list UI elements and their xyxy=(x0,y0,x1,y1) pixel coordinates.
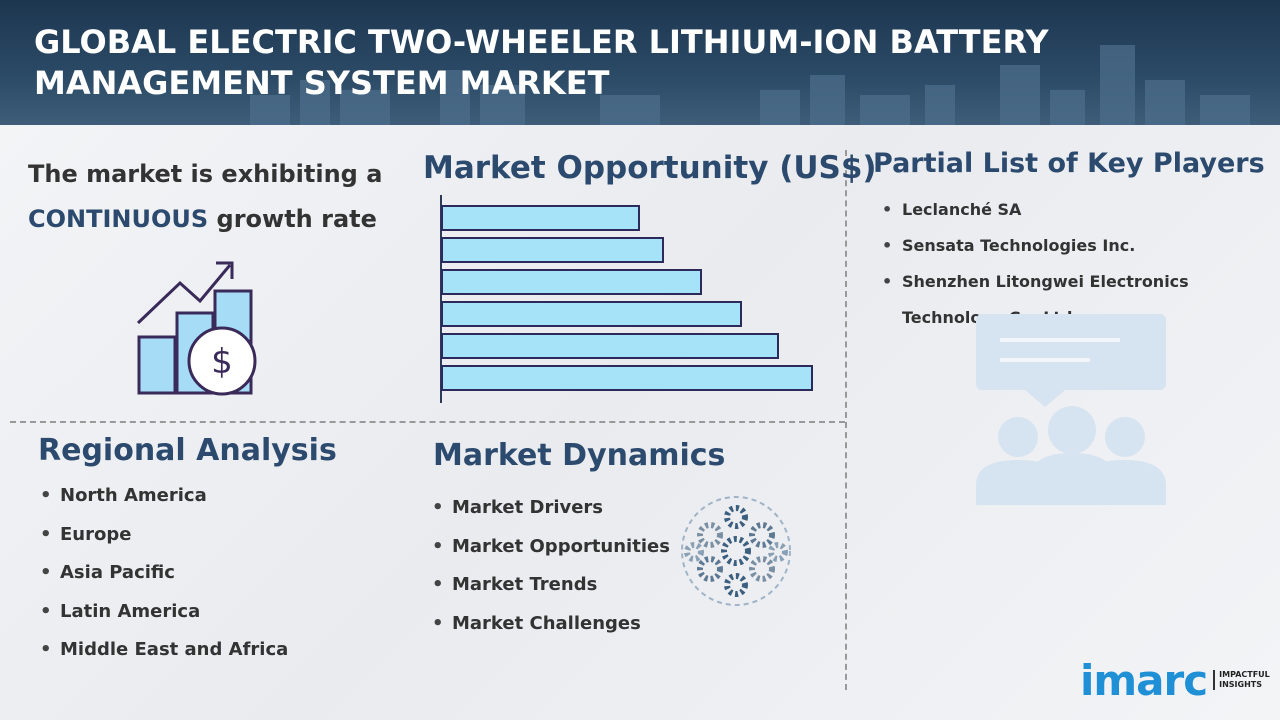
growth-line: growth rate xyxy=(216,205,377,233)
header: GLOBAL ELECTRIC TWO-WHEELER LITHIUM-ION … xyxy=(0,0,1280,125)
logo-brand: imarc xyxy=(1080,655,1208,705)
region: Asia Pacific xyxy=(38,554,288,593)
growth-highlight: CONTINUOUS xyxy=(28,205,209,233)
logo: imarc IMPACTFUL INSIGHTS xyxy=(1080,655,1270,705)
skyline xyxy=(250,45,1250,125)
players-title: Partial List of Key Players xyxy=(873,148,1265,179)
region: Middle East and Africa xyxy=(38,631,288,670)
logo-tag: IMPACTFUL xyxy=(1219,670,1270,679)
region: North America xyxy=(38,477,288,516)
player: Leclanché SA xyxy=(880,192,1210,228)
title: GLOBAL ELECTRIC TWO-WHEELER LITHIUM-ION … xyxy=(34,23,1049,102)
opportunity-bars xyxy=(440,195,813,403)
regional-list: North America Europe Asia Pacific Latin … xyxy=(38,477,288,670)
region: Europe xyxy=(38,516,288,555)
divider xyxy=(10,421,845,423)
growth-line: The market is exhibiting a xyxy=(28,160,383,188)
dynamics-list: Market Drivers Market Opportunities Mark… xyxy=(430,489,670,643)
growth-line: CONTINUOUS growth rate xyxy=(28,197,408,242)
opportunity-title: Market Opportunity (US$) xyxy=(423,150,877,186)
svg-text:$: $ xyxy=(211,342,233,382)
dynamic: Market Opportunities xyxy=(430,528,670,567)
gears-icon xyxy=(681,496,791,606)
logo-tagline: IMPACTFUL INSIGHTS xyxy=(1213,670,1270,690)
dynamic: Market Challenges xyxy=(430,605,670,644)
dynamics-title: Market Dynamics xyxy=(433,438,726,473)
players-icon xyxy=(976,314,1166,505)
region: Latin America xyxy=(38,593,288,632)
logo-tag: INSIGHTS xyxy=(1219,680,1263,689)
divider xyxy=(845,150,847,690)
regional-title: Regional Analysis xyxy=(38,433,337,468)
dynamic: Market Trends xyxy=(430,566,670,605)
growth-icon: $ xyxy=(136,261,257,396)
growth-text: The market is exhibiting a CONTINUOUS gr… xyxy=(28,152,408,242)
player: Sensata Technologies Inc. xyxy=(880,228,1210,264)
dynamic: Market Drivers xyxy=(430,489,670,528)
